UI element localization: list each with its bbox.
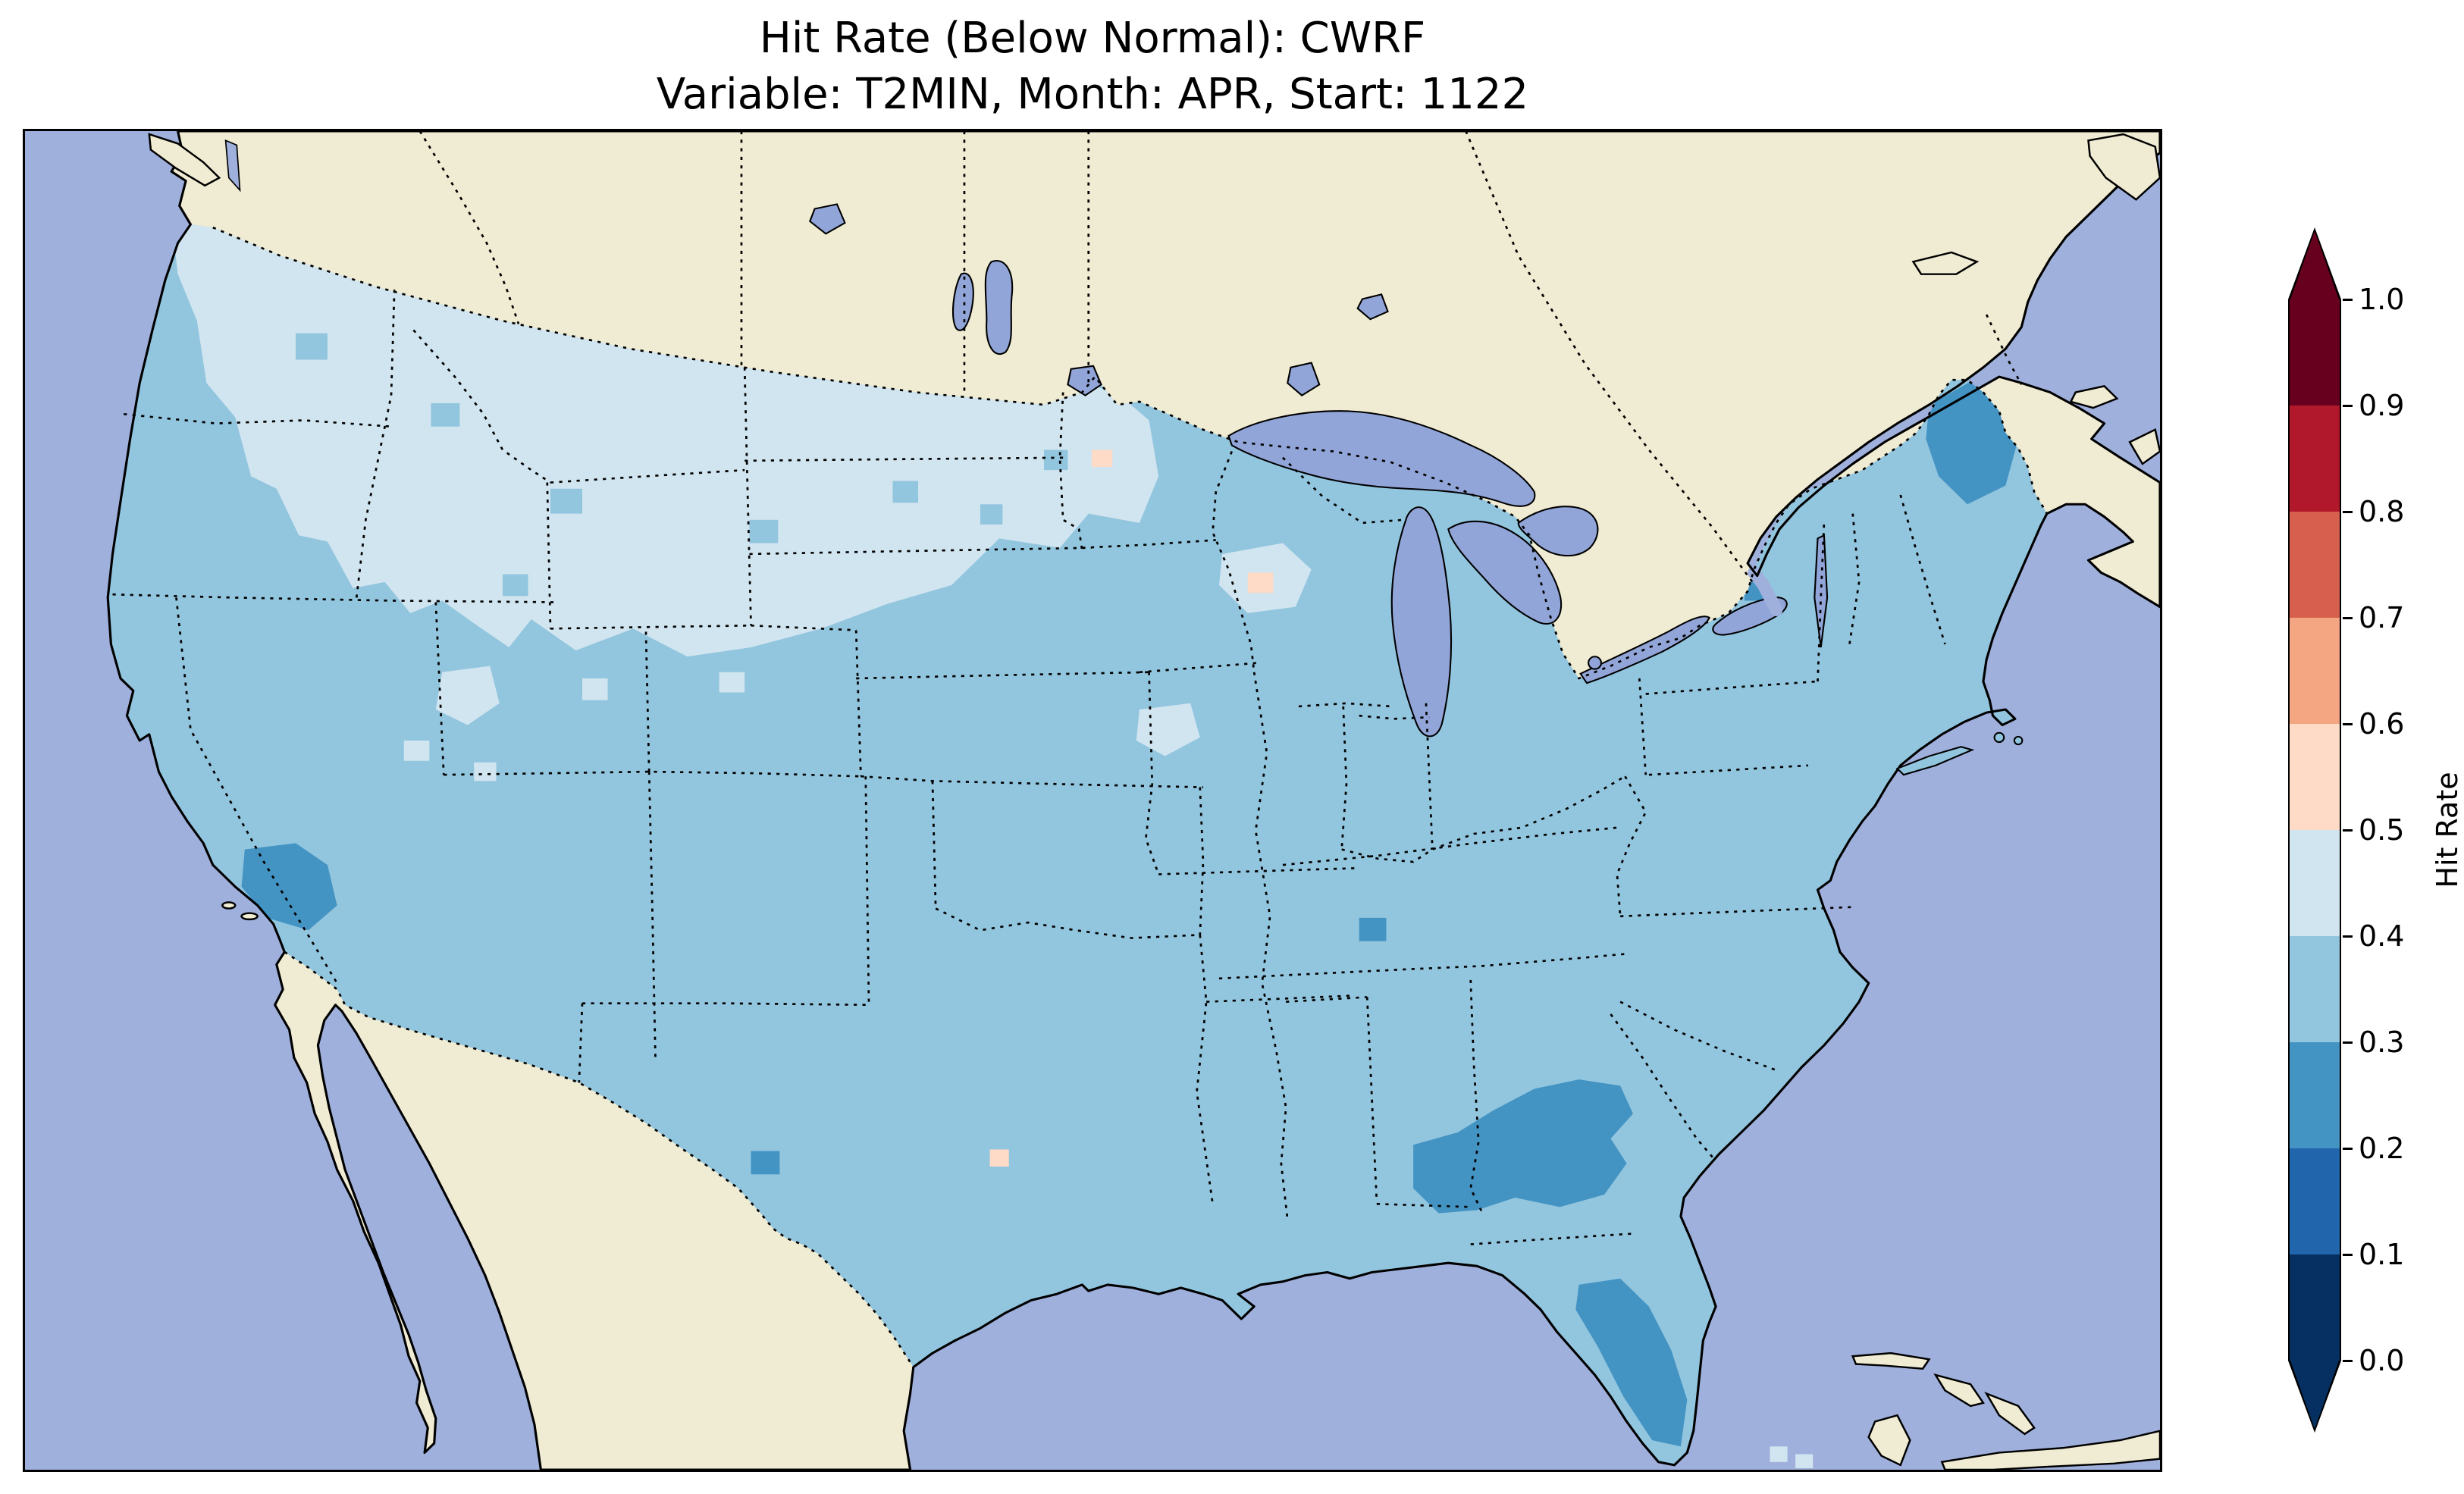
- offshore-data-cells: [1770, 1446, 1814, 1468]
- colorbar-segment-0.9-1.0: [2290, 299, 2340, 406]
- marthas-vineyard: [1993, 731, 2005, 744]
- colorbar-label: Hit Rate: [2431, 772, 2464, 888]
- colorbar-under-arrow-fill: [2290, 1361, 2339, 1429]
- us-canada-border: [212, 226, 2049, 680]
- colorbar-segment-0.5-0.6: [2290, 724, 2340, 830]
- lake-michigan: [1390, 506, 1453, 738]
- lake-nipigon: [1287, 362, 1321, 396]
- colorbar-segment-0.6-0.7: [2290, 618, 2340, 724]
- lake-st-clair: [1588, 656, 1602, 670]
- colorbar-body: [2288, 299, 2341, 1361]
- long-island: [1895, 746, 1975, 776]
- canada-lake-west: [809, 203, 846, 235]
- dotted-borders: [112, 131, 2049, 1368]
- lake-superior: [1227, 410, 1536, 507]
- prince-edward-island: [2069, 385, 2119, 409]
- colorbar-under-arrow: [2288, 1361, 2341, 1433]
- abaco-island: [1933, 1373, 1985, 1408]
- colorbar-tick: 0.0: [2343, 1344, 2404, 1377]
- cuba: [1940, 1430, 2160, 1470]
- colorbar-tick: 1.0: [2343, 283, 2404, 316]
- colorbar-segment-0.0-0.1: [2290, 1254, 2340, 1361]
- lakes: [224, 139, 1829, 738]
- colorbar: 1.0 0.9 0.8 0.7 0.6 0.5 0.4 0.3 0.2 0.1 0.0 Hit Ra…: [2288, 227, 2464, 1433]
- us-map: [25, 131, 2160, 1470]
- colorbar-over-arrow: [2288, 227, 2341, 299]
- colorbar-tick: 0.7: [2343, 601, 2404, 634]
- colorbar-tick: 0.9: [2343, 389, 2404, 422]
- grand-bahama: [1851, 1351, 1931, 1370]
- hit-rate-04-05-patches: [168, 224, 1312, 781]
- map-axes: [23, 129, 2162, 1472]
- colorbar-tick: 0.8: [2343, 495, 2404, 528]
- georgian-bay: [1517, 506, 1599, 557]
- hit-rate-05-06-cells: [989, 449, 1274, 1167]
- colorbar-segment-0.1-0.2: [2290, 1148, 2340, 1254]
- colorbar-tick: 0.5: [2343, 813, 2404, 847]
- colorbar-segment-0.3-0.4: [2290, 936, 2340, 1042]
- vancouver-island: [148, 133, 221, 187]
- figure-title-line1: Hit Rate (Below Normal): CWRF: [759, 14, 1426, 63]
- islands: [148, 133, 2160, 1470]
- cape-breton-island: [2128, 428, 2160, 465]
- lake-winnipeg: [984, 260, 1014, 355]
- colorbar-segment-0.7-0.8: [2290, 512, 2340, 618]
- colorbar-tick: 0.1: [2343, 1238, 2404, 1271]
- colorbar-ticks: 1.0 0.9 0.8 0.7 0.6 0.5 0.4 0.3 0.2 0.1 0.0: [2343, 283, 2449, 1377]
- colorbar-tick: 0.6: [2343, 707, 2404, 741]
- colorbar-segment-0.8-0.9: [2290, 406, 2340, 512]
- figure-title: Hit Rate (Below Normal): CWRF Variable: …: [23, 11, 2162, 123]
- colorbar-segment-0.2-0.3: [2290, 1042, 2340, 1148]
- canada-lake-east: [1356, 293, 1389, 321]
- figure-title-line2: Variable: T2MIN, Month: APR, Start: 1122: [656, 69, 1529, 119]
- colorbar-over-arrow-fill: [2290, 231, 2339, 299]
- anticosti-island: [1911, 251, 1980, 275]
- hit-rate-patches: [168, 224, 2019, 1447]
- hit-rate-03-04-speckle-cells: [295, 333, 1068, 597]
- andros-island: [1867, 1414, 1911, 1467]
- colorbar-segment-0.4-0.5: [2290, 830, 2340, 936]
- lake-huron: [1447, 520, 1563, 625]
- lake-erie: [1579, 615, 1711, 684]
- hit-rate-02-03-patches: [241, 380, 2019, 1447]
- colorbar-tick: 0.3: [2343, 1026, 2404, 1059]
- channel-island-2: [240, 912, 259, 921]
- newfoundland-corner: [2087, 133, 2160, 201]
- eleuthera-island: [1984, 1392, 2036, 1436]
- us-mexico-border: [284, 951, 914, 1368]
- lake-of-the-woods: [1067, 365, 1102, 396]
- colorbar-tick: 0.4: [2343, 919, 2404, 953]
- lake-winnipegosis: [951, 272, 974, 331]
- puget-sound: [224, 139, 241, 193]
- channel-island-1: [221, 901, 237, 910]
- colorbar-tick: 0.2: [2343, 1132, 2404, 1165]
- nantucket: [2013, 735, 2024, 746]
